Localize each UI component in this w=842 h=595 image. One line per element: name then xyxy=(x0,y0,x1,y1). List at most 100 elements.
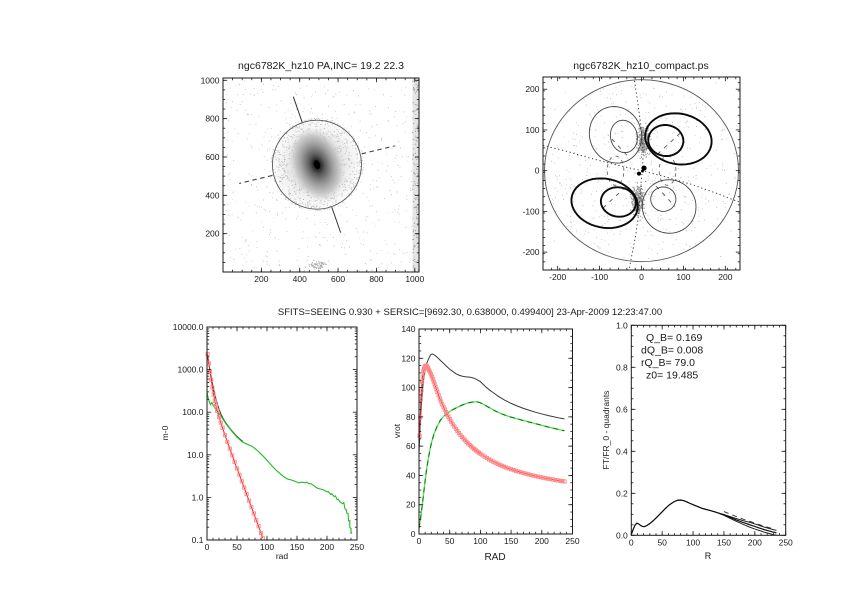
noise-dot xyxy=(387,165,389,167)
clump-dot xyxy=(314,266,316,268)
quadrants-y-label: FT/FR_0 - quadrants xyxy=(601,391,611,470)
noise-dot xyxy=(378,161,380,163)
noise-dot xyxy=(241,236,243,238)
series-bulge-rotation-marker xyxy=(434,387,439,392)
galaxy-speckle xyxy=(319,202,321,204)
clump-dot xyxy=(319,264,321,266)
noise-dot xyxy=(340,227,342,229)
noise-dot xyxy=(381,137,383,140)
noise-dot xyxy=(590,116,592,118)
y-tick-label: 0.2 xyxy=(616,488,628,498)
galaxy-speckle xyxy=(329,208,331,210)
series-sersic-model-marker xyxy=(209,377,214,382)
noise-dot xyxy=(701,208,703,210)
noise-dot xyxy=(270,231,272,233)
clump-dot-lower xyxy=(638,190,640,192)
noise-dot xyxy=(286,122,288,124)
noise-dot xyxy=(368,200,370,202)
noise-dot xyxy=(243,93,245,96)
noise-dot xyxy=(590,129,592,131)
noise-dot xyxy=(236,110,238,112)
noise-dot xyxy=(673,132,675,134)
noise-dot xyxy=(260,103,262,105)
noise-dot xyxy=(650,163,652,166)
galaxy-speckle xyxy=(271,154,273,156)
clump-dot-upper xyxy=(637,143,639,145)
clump-dot-lower xyxy=(634,209,637,211)
clump-dot xyxy=(313,259,315,261)
clump-dot-lower xyxy=(645,212,647,214)
profile-x-label: rad xyxy=(276,551,289,561)
galaxy-speckle xyxy=(302,203,304,205)
clump-dot-lower xyxy=(633,213,635,215)
galaxy-speckle xyxy=(289,188,291,190)
noise-dot xyxy=(554,197,557,199)
noise-dot xyxy=(625,197,627,199)
clump-dot-upper xyxy=(643,139,645,141)
noise-dot xyxy=(666,229,668,231)
noise-dot xyxy=(608,166,610,168)
galaxy-speckle xyxy=(294,201,296,203)
noise-dot xyxy=(676,193,678,195)
noise-dot xyxy=(633,86,635,88)
clump-dot-lower xyxy=(640,194,642,196)
noise-dot xyxy=(610,203,613,205)
clump-dot-lower xyxy=(636,182,639,184)
noise-dot xyxy=(327,89,329,91)
galaxy-speckle xyxy=(287,172,289,174)
galaxy-speckle xyxy=(285,197,287,199)
clump-dot-upper xyxy=(635,138,638,140)
galaxy-speckle xyxy=(272,173,274,176)
clump-dot-upper xyxy=(641,128,643,130)
galaxy-speckle xyxy=(361,154,363,156)
galaxy-speckle xyxy=(356,173,358,175)
noise-dot xyxy=(314,223,316,225)
galaxy-nucleus xyxy=(313,160,321,170)
series-bulge-rotation-marker xyxy=(432,382,437,387)
noise-dot xyxy=(619,233,621,235)
noise-dot xyxy=(665,105,668,107)
noise-dot xyxy=(698,213,700,215)
noise-dot xyxy=(679,121,681,123)
noise-dot xyxy=(570,226,572,228)
galaxy-speckle xyxy=(316,204,318,206)
noise-dot xyxy=(599,247,601,249)
galaxy-speckle xyxy=(293,187,295,189)
galaxy-speckle xyxy=(359,165,361,168)
x-tick-label: 50 xyxy=(657,537,667,547)
noise-dot xyxy=(322,237,324,239)
galaxy-speckle xyxy=(278,153,280,156)
noise-dot xyxy=(376,252,378,255)
noise-dot xyxy=(245,88,247,90)
galaxy-speckle xyxy=(297,196,299,198)
series-sersic-model-marker xyxy=(234,466,240,471)
noise-dot xyxy=(276,199,278,201)
y-tick-label: 100.0 xyxy=(182,407,204,417)
noise-dot xyxy=(569,215,572,217)
noise-dot xyxy=(573,201,575,203)
clump-dot-upper xyxy=(641,146,643,149)
noise-dot xyxy=(392,179,394,181)
x-tick-label: 200 xyxy=(254,274,268,284)
noise-dot xyxy=(239,83,241,85)
noise-dot xyxy=(627,145,629,147)
noise-dot xyxy=(295,218,297,220)
stripe-dot xyxy=(416,218,418,220)
noise-dot xyxy=(589,114,591,116)
noise-dot xyxy=(651,190,653,192)
noise-dot xyxy=(612,239,614,241)
clump-dot-upper xyxy=(642,137,644,139)
noise-dot xyxy=(393,160,395,163)
noise-dot xyxy=(229,179,231,181)
galaxy-speckle xyxy=(277,175,279,178)
noise-dot xyxy=(250,145,252,147)
noise-dot xyxy=(566,225,568,227)
series-bulge-rotation-marker xyxy=(531,473,536,478)
y-tick-label: 10000.0 xyxy=(173,322,204,332)
noise-dot xyxy=(263,199,265,201)
galaxy-speckle xyxy=(326,123,329,125)
clump-dot xyxy=(315,262,317,265)
galaxy-speckle xyxy=(337,134,339,136)
noise-dot xyxy=(226,94,228,96)
galaxy-speckle xyxy=(350,162,352,164)
